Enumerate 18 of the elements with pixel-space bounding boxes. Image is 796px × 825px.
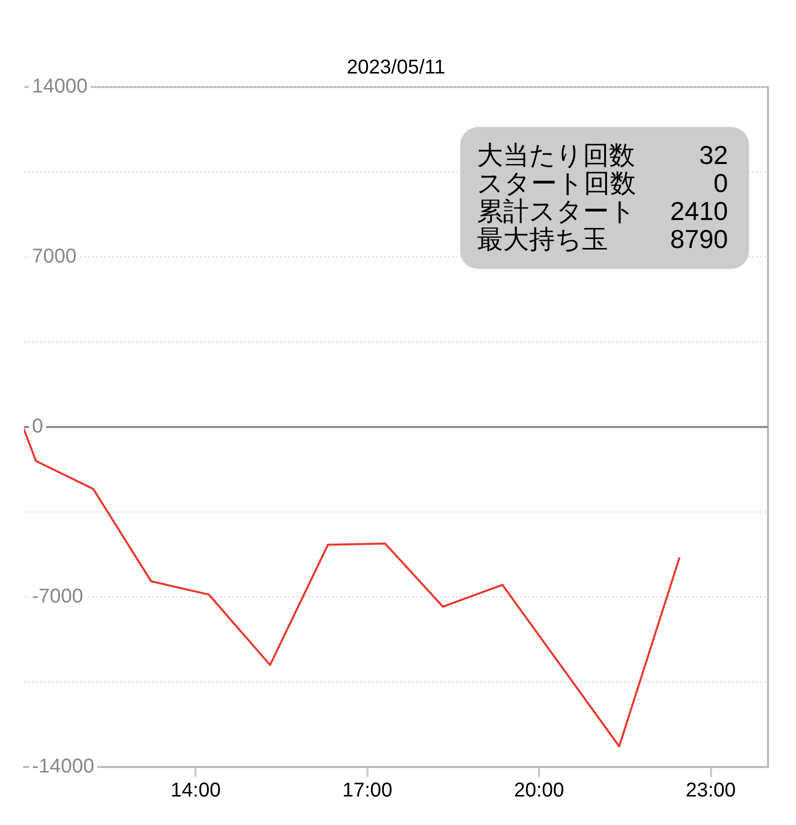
annotation: スタート回数	[477, 168, 636, 198]
annotation: 2410	[670, 196, 728, 226]
y-tick-label: -14000	[32, 756, 94, 778]
y-tick-label: 7000	[32, 246, 76, 268]
annotation: 0	[714, 168, 728, 198]
x-tick-label: 20:00	[514, 780, 564, 802]
annotation: 8790	[670, 224, 728, 254]
x-tick-label: 14:00	[170, 780, 221, 802]
annotation: 32	[699, 140, 728, 170]
x-tick-label: 23:00	[686, 780, 736, 802]
y-tick-label: 0	[32, 416, 44, 438]
y-tick-label: -7000	[32, 586, 84, 608]
annotation: 最大持ち玉	[477, 224, 608, 254]
annotation: 大当たり回数	[477, 140, 636, 170]
chart-title: 2023/05/11	[346, 56, 446, 79]
x-tick-label: 17:00	[342, 780, 392, 802]
y-tick-label: 14000	[32, 76, 88, 98]
annotation: 累計スタート	[477, 196, 636, 226]
